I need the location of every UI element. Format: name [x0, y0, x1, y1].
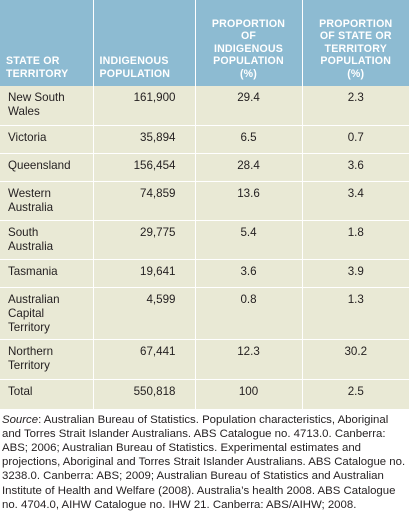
pct-state-cell: 3.6 [302, 153, 409, 182]
state-cell: Tasmania [0, 259, 94, 288]
state-cell: Western Australia [0, 181, 94, 221]
pct-state-cell: 3.4 [302, 181, 409, 221]
pct-indigenous-cell: 12.3 [195, 339, 303, 380]
pct-state-cell: 30.2 [302, 339, 409, 380]
table-header: STATE OR TERRITORY INDIGENOUS POPULATION… [0, 0, 409, 86]
table-row: New South Wales 161,900 29.4 2.3 [0, 86, 409, 126]
header-proportion-state: PROPORTION OF STATE OR TERRITORY POPULAT… [302, 0, 409, 86]
table-row: Northern Territory 67,441 12.3 30.2 [0, 339, 409, 380]
state-cell: Australian Capital Territory [0, 287, 94, 340]
population-cell: 4,599 [93, 287, 196, 340]
population-cell: 67,441 [93, 339, 196, 380]
pct-state-cell: 0.7 [302, 125, 409, 154]
pct-state-cell: 2.5 [302, 379, 409, 410]
table-row: Tasmania 19,641 3.6 3.9 [0, 259, 409, 288]
pct-indigenous-cell: 29.4 [195, 86, 303, 126]
source-label: Source [2, 413, 39, 426]
pct-indigenous-cell: 6.5 [195, 125, 303, 154]
table-row: Victoria 35,894 6.5 0.7 [0, 125, 409, 154]
table-row: Queensland 156,454 28.4 3.6 [0, 153, 409, 182]
population-cell: 161,900 [93, 86, 196, 126]
pct-state-cell: 1.8 [302, 220, 409, 260]
header-row: STATE OR TERRITORY INDIGENOUS POPULATION… [0, 0, 409, 86]
population-cell: 74,859 [93, 181, 196, 221]
pct-state-cell: 3.9 [302, 259, 409, 288]
table-row: South Australia 29,775 5.4 1.8 [0, 220, 409, 260]
indigenous-population-table: STATE OR TERRITORY INDIGENOUS POPULATION… [0, 0, 409, 410]
pct-indigenous-cell: 100 [195, 379, 303, 410]
population-cell: 29,775 [93, 220, 196, 260]
header-state: STATE OR TERRITORY [0, 0, 94, 86]
pct-state-cell: 2.3 [302, 86, 409, 126]
population-cell: 156,454 [93, 153, 196, 182]
source-note: Source: Australian Bureau of Statistics.… [0, 413, 409, 512]
state-cell: Queensland [0, 153, 94, 182]
pct-state-cell: 1.3 [302, 287, 409, 340]
table-row: Total 550,818 100 2.5 [0, 379, 409, 410]
state-cell: Victoria [0, 125, 94, 154]
state-cell: Northern Territory [0, 339, 94, 380]
state-cell: New South Wales [0, 86, 94, 126]
state-cell: South Australia [0, 220, 94, 260]
pct-indigenous-cell: 13.6 [195, 181, 303, 221]
header-proportion-indigenous: PROPORTION OF INDIGENOUS POPULATION (%) [195, 0, 303, 86]
population-cell: 35,894 [93, 125, 196, 154]
source-text: : Australian Bureau of Statistics. Popul… [2, 413, 406, 511]
pct-indigenous-cell: 3.6 [195, 259, 303, 288]
pct-indigenous-cell: 28.4 [195, 153, 303, 182]
population-cell: 19,641 [93, 259, 196, 288]
table-row: Australian Capital Territory 4,599 0.8 1.3 [0, 287, 409, 340]
table-body: New South Wales 161,900 29.4 2.3 Victoria 35,… [0, 86, 409, 410]
header-indigenous-population: INDIGENOUS POPULATION [93, 0, 196, 86]
pct-indigenous-cell: 5.4 [195, 220, 303, 260]
pct-indigenous-cell: 0.8 [195, 287, 303, 340]
state-cell: Total [0, 379, 94, 410]
table-row: Western Australia 74,859 13.6 3.4 [0, 181, 409, 221]
population-cell: 550,818 [93, 379, 196, 410]
